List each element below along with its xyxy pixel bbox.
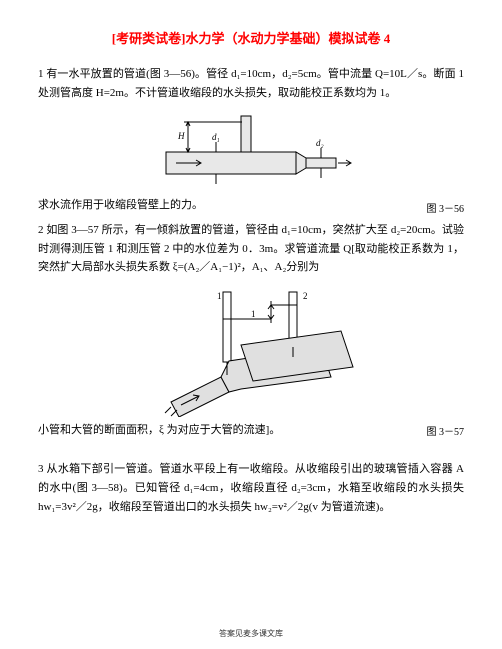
svg-text:2: 2 [303, 291, 308, 301]
question-1-text: 1 有一水平放置的管道(图 3—56)。管径 d₁=10cm，d₂=5cm。管中… [38, 65, 464, 102]
footer-text: 答案见麦多课文库 [0, 628, 502, 639]
figure-3-56: H d₁ d₂ [146, 112, 356, 192]
question-2-text: 2 如图 3—57 所示，有一倾斜放置的管道，管径由 d₁=10cm，突然扩大至… [38, 221, 464, 277]
exam-title: [考研类试卷]水力学（水动力学基础）模拟试卷 4 [38, 28, 464, 47]
question-2-after: 小管和大管的断面面积，ξ 为对应于大管的流速]。 [38, 421, 417, 440]
svg-text:d₂: d₂ [316, 138, 324, 148]
question-1-after: 求水流作用于收缩段管壁上的力。 [38, 196, 417, 215]
svg-text:1: 1 [251, 309, 256, 319]
question-3-text: 3 从水箱下部引一管道。管道水平段上有一收缩段。从收缩段引出的玻璃管插入容器 A… [38, 460, 464, 516]
figure-3-57-caption: 图 3－57 [427, 421, 465, 438]
svg-text:H: H [177, 131, 185, 141]
svg-text:1: 1 [217, 291, 222, 301]
figure-3-56-caption: 图 3－56 [427, 200, 465, 215]
figure-3-57: 1 1 2 [141, 287, 361, 417]
svg-text:d₁: d₁ [212, 132, 220, 142]
